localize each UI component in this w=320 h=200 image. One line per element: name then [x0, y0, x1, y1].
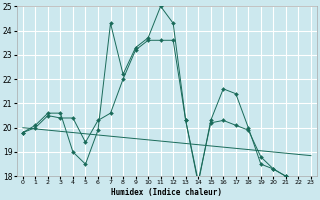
X-axis label: Humidex (Indice chaleur): Humidex (Indice chaleur): [111, 188, 222, 197]
